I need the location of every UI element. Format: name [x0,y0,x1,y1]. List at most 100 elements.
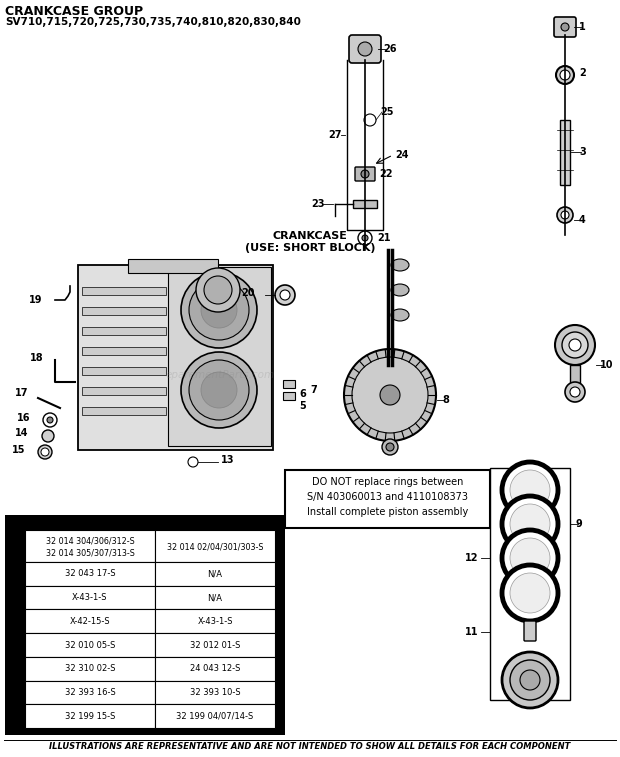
Text: 32 393 16-S: 32 393 16-S [64,688,115,697]
Circle shape [386,443,394,451]
Bar [25,704,155,728]
Circle shape [570,387,580,397]
Circle shape [557,207,573,223]
Circle shape [510,538,550,578]
Bar [155,681,275,704]
Circle shape [380,385,400,405]
Circle shape [189,280,249,340]
Circle shape [352,357,428,433]
Circle shape [502,462,558,518]
Bar [25,530,155,562]
Text: 32 199 04/07/14-S: 32 199 04/07/14-S [176,712,254,721]
Circle shape [502,565,558,621]
Text: CRANKCASE
(USE: SHORT BLOCK): CRANKCASE (USE: SHORT BLOCK) [245,232,375,253]
Bar [570,365,580,388]
Text: 24: 24 [395,150,409,160]
Bar [155,657,275,681]
Text: 26: 26 [383,44,397,54]
Bar [155,609,275,633]
Text: 8: 8 [442,395,449,405]
Text: 21: 21 [377,233,391,243]
Text: N/A: N/A [208,569,223,578]
Circle shape [280,290,290,300]
Bar [82,287,166,295]
Text: 3: 3 [579,147,586,157]
Text: 14: 14 [14,428,28,438]
Circle shape [502,496,558,552]
Bar [128,259,218,273]
Bar [82,347,166,355]
Circle shape [43,413,57,427]
Bar [155,704,275,728]
Circle shape [362,235,368,241]
FancyBboxPatch shape [285,470,490,528]
Text: 20: 20 [242,288,255,298]
Text: DO NOT replace rings between
S/N 403060013 and 4110108373
Install complete pisto: DO NOT replace rings between S/N 4030600… [307,477,468,517]
Circle shape [42,430,54,442]
Bar [155,530,275,562]
Bar [490,468,570,700]
Text: 32 014 02/04/301/303-S: 32 014 02/04/301/303-S [167,543,264,552]
Circle shape [555,325,595,365]
Text: X-43-1-S: X-43-1-S [197,617,232,626]
Text: 32 012 01-S: 32 012 01-S [190,640,240,650]
FancyBboxPatch shape [353,200,377,208]
Text: 19: 19 [29,295,42,305]
Circle shape [275,285,295,305]
FancyBboxPatch shape [524,621,536,641]
Circle shape [361,170,369,178]
Text: 11: 11 [464,627,478,637]
Text: 32 010 05-S: 32 010 05-S [65,640,115,650]
Bar [283,392,295,400]
Bar [155,633,275,657]
Text: 32 014 304/306/312-S
32 014 305/307/313-S: 32 014 304/306/312-S 32 014 305/307/313-… [45,536,135,558]
Text: SV710,715,720,725,730,735,740,810,820,830,840: SV710,715,720,725,730,735,740,810,820,83… [5,17,301,27]
Circle shape [41,448,49,456]
Text: 27: 27 [329,130,342,140]
FancyBboxPatch shape [349,35,381,63]
Text: X-42-15-S: X-42-15-S [69,617,110,626]
Text: 32 393 10-S: 32 393 10-S [190,688,241,697]
Text: 15: 15 [12,445,25,455]
Circle shape [561,211,569,219]
Circle shape [510,660,550,700]
Circle shape [201,292,237,328]
Text: 25: 25 [380,107,394,117]
Text: 13: 13 [221,455,234,465]
Circle shape [188,457,198,467]
Circle shape [181,272,257,348]
FancyBboxPatch shape [355,167,375,181]
Circle shape [47,417,53,423]
Text: 2: 2 [579,68,586,78]
Bar [25,609,155,633]
Bar [25,657,155,681]
Text: X-43-1-S: X-43-1-S [73,593,108,602]
Text: 4: 4 [579,215,586,225]
Circle shape [204,276,232,304]
Text: 23: 23 [311,199,325,209]
Circle shape [565,382,585,402]
Text: 16: 16 [17,413,30,423]
Circle shape [502,530,558,586]
Text: 1: 1 [579,22,586,32]
Text: 17: 17 [14,388,28,398]
Circle shape [382,439,398,455]
Text: 32 310 02-S: 32 310 02-S [64,664,115,673]
Circle shape [189,360,249,420]
Text: 12: 12 [464,553,478,563]
Ellipse shape [391,259,409,271]
Bar [168,267,271,446]
Text: 24 043 12-S: 24 043 12-S [190,664,240,673]
Text: N/A: N/A [208,593,223,602]
FancyBboxPatch shape [554,17,576,37]
Circle shape [344,349,436,441]
Bar [155,586,275,609]
Text: 18: 18 [30,353,44,363]
Bar [25,586,155,609]
Bar [155,562,275,586]
Circle shape [364,114,376,126]
Bar [5,515,285,735]
Circle shape [181,352,257,428]
Circle shape [569,339,581,351]
Ellipse shape [391,309,409,321]
